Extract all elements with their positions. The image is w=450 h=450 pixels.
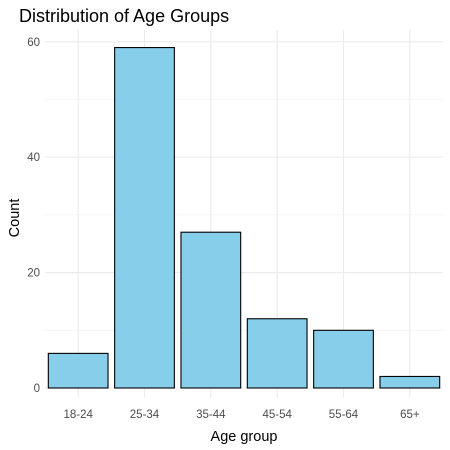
x-tick-labels: 18-24 25-34 35-44 45-54 55-64 65+ (63, 409, 419, 421)
bar-25-34 (114, 47, 175, 389)
bar-18-24 (47, 352, 109, 389)
bars (47, 47, 441, 389)
x-tick-label: 55-64 (329, 409, 359, 421)
x-tick-label: 45-54 (262, 409, 292, 421)
bar-35-44 (180, 231, 242, 389)
y-axis-title: Count (7, 199, 23, 238)
grid (45, 30, 443, 398)
y-tick-label: 40 (27, 152, 40, 164)
bar-55-64 (313, 329, 374, 389)
x-tick-label: 65+ (400, 409, 420, 421)
y-tick-label: 20 (27, 268, 40, 280)
y-tick-label: 0 (34, 383, 40, 395)
x-tick-label: 18-24 (63, 409, 93, 421)
bar-65+ (379, 375, 441, 389)
x-axis-title: Age group (211, 429, 278, 445)
x-tick-label: 25-34 (130, 409, 160, 421)
bar-45-54 (246, 318, 308, 389)
chart-title: Distribution of Age Groups (19, 6, 230, 26)
y-tick-label: 60 (27, 37, 40, 49)
x-tick-label: 35-44 (196, 409, 226, 421)
y-tick-labels: 0 20 40 60 (27, 37, 40, 395)
